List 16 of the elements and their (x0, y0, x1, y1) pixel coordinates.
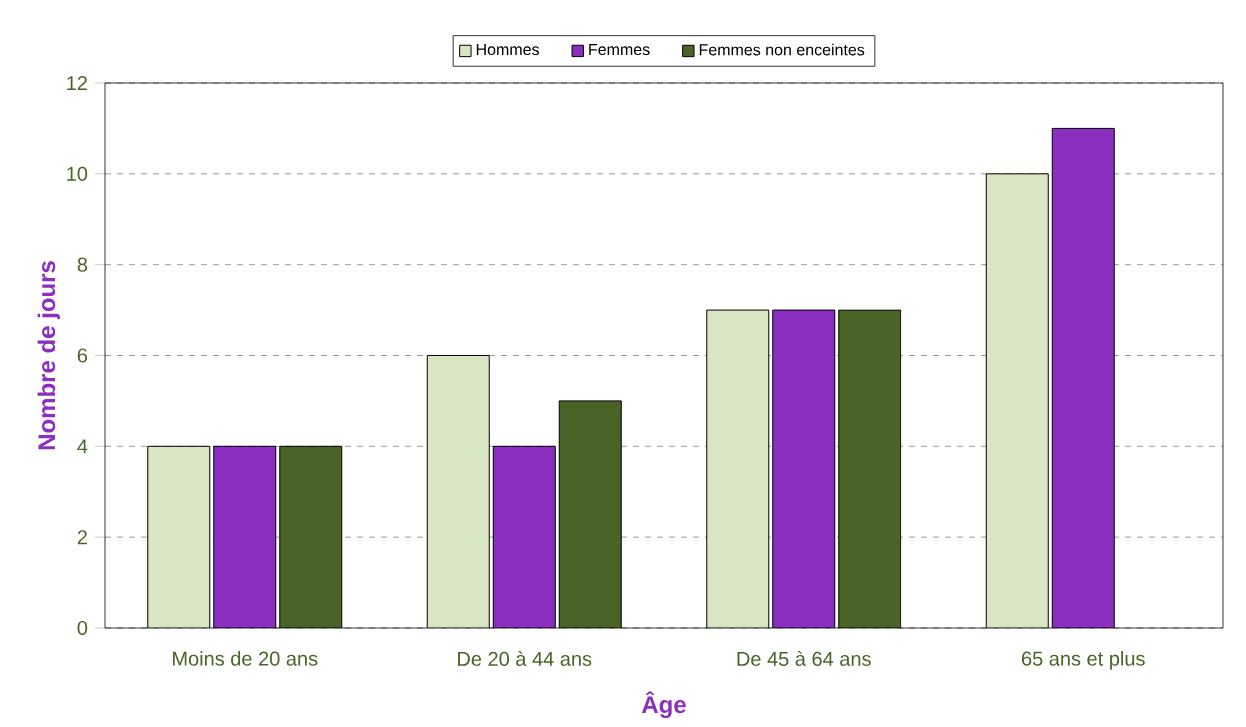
y-axis-title: Nombre de jours (37, 261, 60, 450)
y-tick-label: 8 (77, 257, 88, 272)
y-tick-label: 6 (77, 348, 88, 363)
y-tick-label: 12 (67, 76, 87, 90)
legend-label: Femmes non enceintes (699, 43, 865, 56)
y-tick-label: 2 (77, 530, 87, 545)
x-tick-label: Moins de 20 ans (173, 651, 318, 666)
legend-label: Hommes (476, 43, 539, 56)
x-axis-title: Âge (641, 691, 686, 719)
y-tick-label: 4 (77, 439, 88, 454)
x-tick-label: De 45 à 64 ans (737, 651, 871, 666)
x-tick-label: De 20 à 44 ans (458, 651, 592, 666)
legend-label: Femmes (589, 43, 650, 56)
x-tick-label: 65 ans et plus (1021, 651, 1145, 670)
y-tick-label: 10 (67, 166, 88, 181)
y-tick-label: 0 (77, 620, 88, 636)
